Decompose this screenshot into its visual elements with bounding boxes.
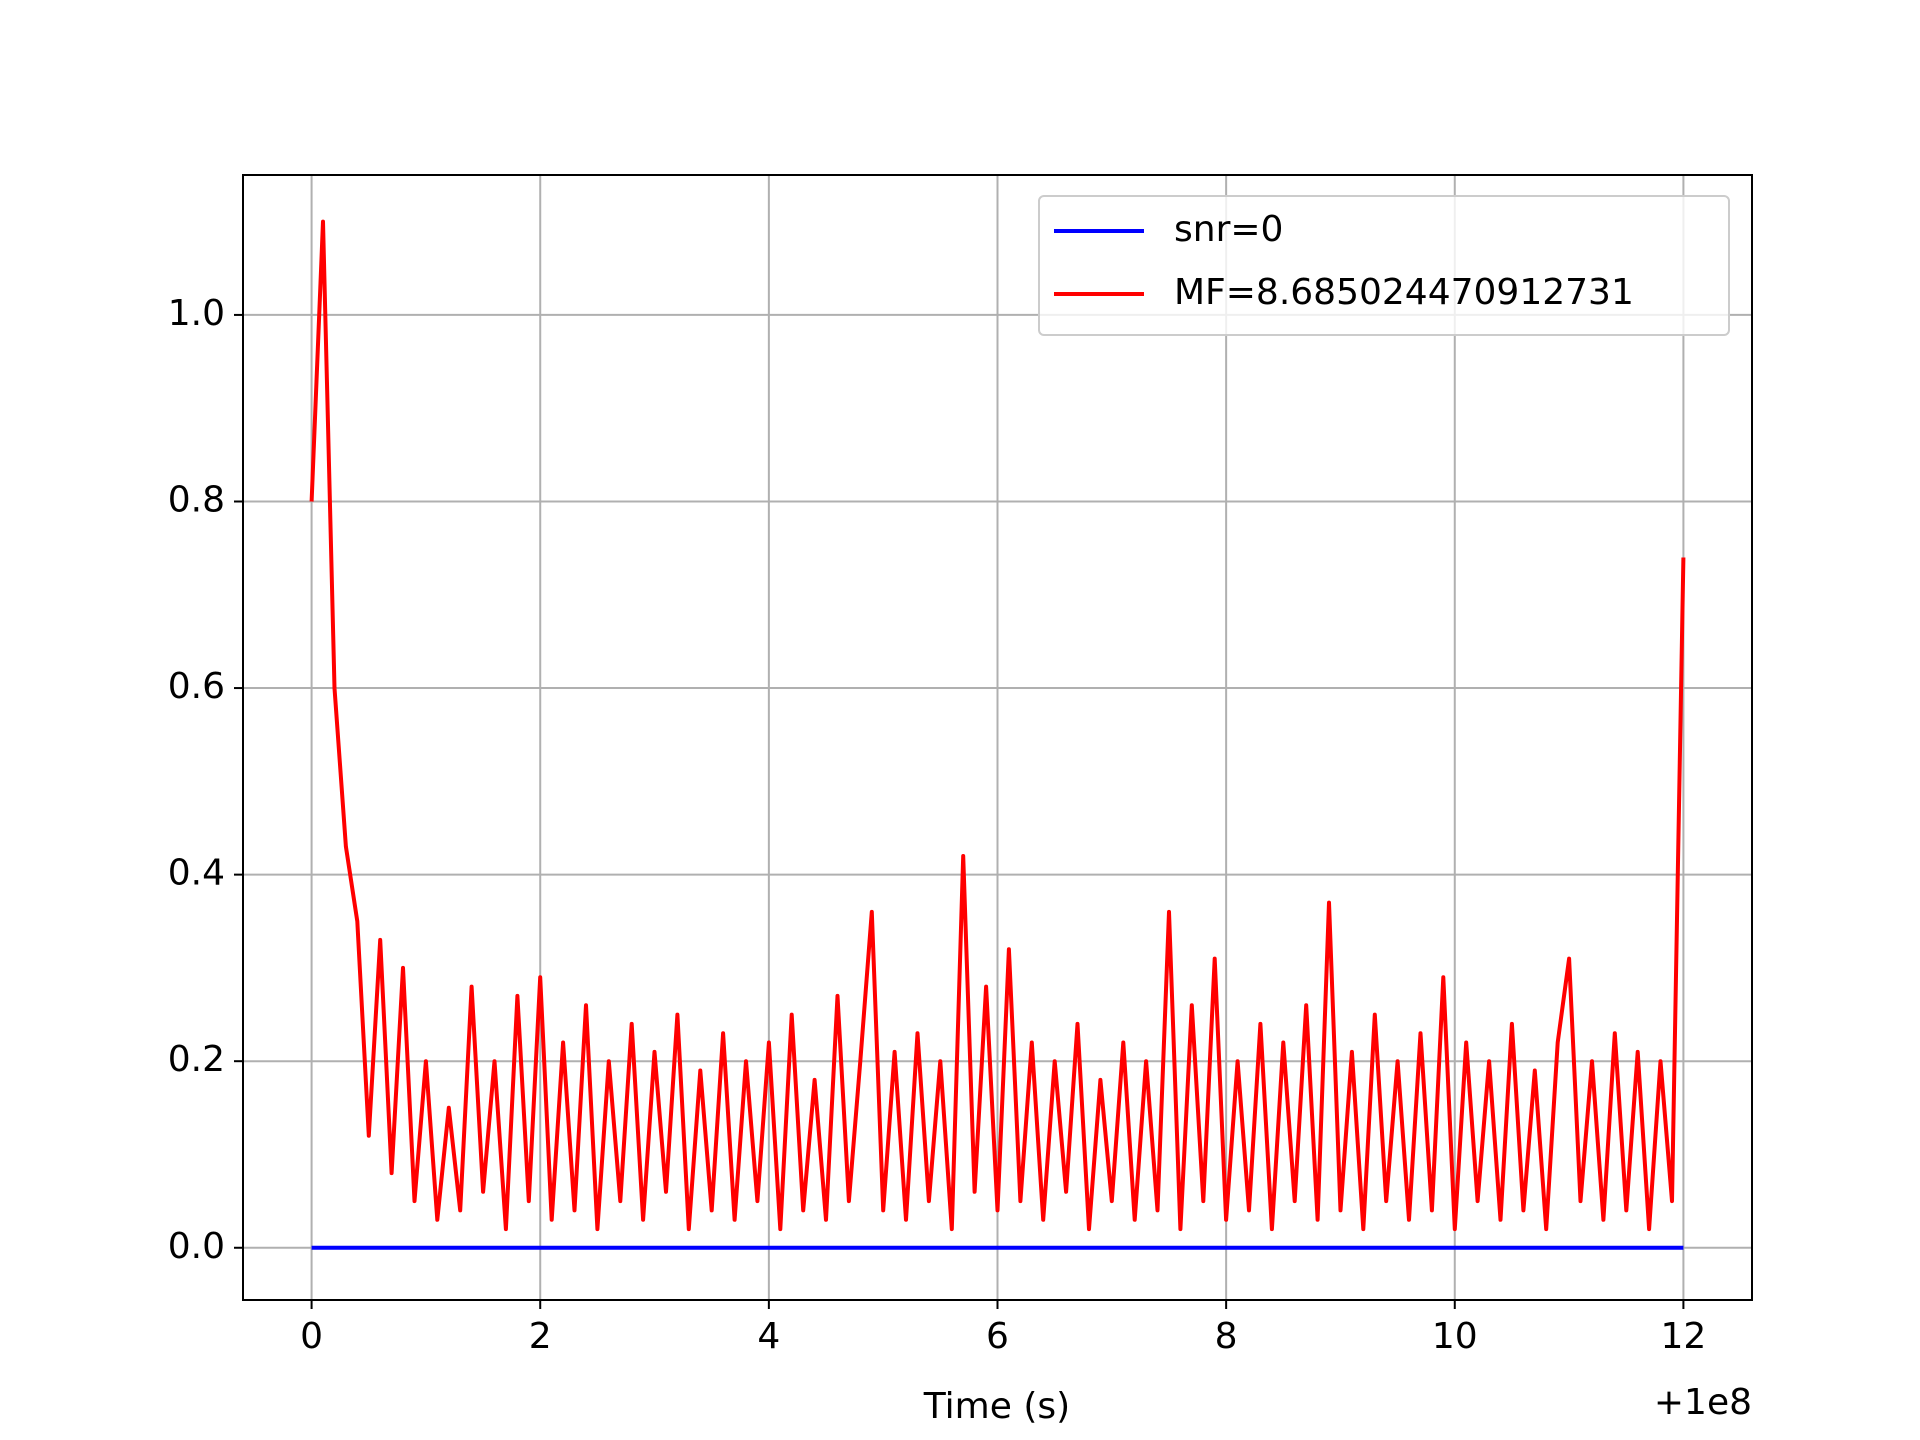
- x-tick-label: 8: [1215, 1316, 1238, 1357]
- line-series: [309, 219, 1686, 1232]
- y-tick-label: 0.0: [168, 1226, 225, 1267]
- y-tick-label: 0.6: [168, 666, 225, 707]
- y-tick-label: 0.2: [168, 1039, 225, 1080]
- legend-box: [1038, 195, 1730, 336]
- x-tick-label: 10: [1432, 1316, 1478, 1357]
- x-tick-label: 6: [986, 1316, 1009, 1357]
- x-offset-label: +1e8: [1654, 1382, 1752, 1423]
- x-axis-label: Time (s): [923, 1386, 1070, 1427]
- x-tick-label: 4: [757, 1316, 780, 1357]
- legend-label: snr=0: [1174, 209, 1283, 250]
- axes-frame: [242, 174, 1753, 1301]
- y-tick-label: 0.4: [168, 853, 225, 894]
- x-tick-label: 2: [529, 1316, 552, 1357]
- y-tick-label: 1.0: [168, 293, 225, 334]
- x-tick-label: 0: [300, 1316, 323, 1357]
- x-tick-label: 12: [1661, 1316, 1707, 1357]
- legend-label: MF=8.685024470912731: [1174, 272, 1634, 313]
- y-tick-label: 0.8: [168, 479, 225, 520]
